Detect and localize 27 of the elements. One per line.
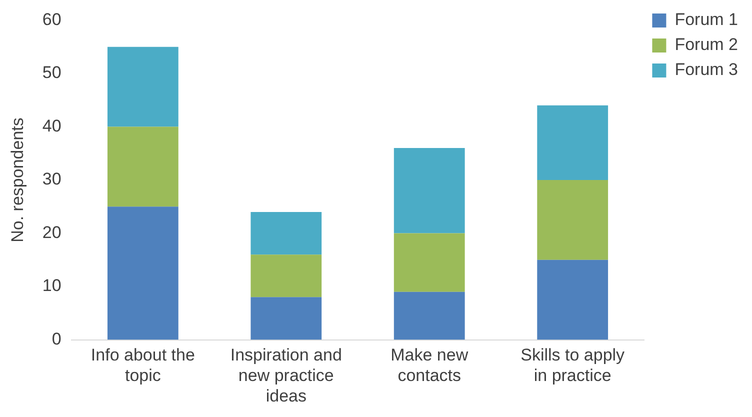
bar — [107, 206, 178, 340]
legend-label: Forum 2 — [674, 35, 738, 54]
y-tick-label: 30 — [42, 170, 62, 189]
x-tick-label: Make new contacts — [390, 346, 469, 386]
bar — [537, 180, 608, 260]
bar — [394, 292, 465, 340]
y-axis-title: No. respondents — [8, 118, 27, 242]
legend-label: Forum 3 — [674, 60, 738, 80]
bar — [394, 233, 465, 292]
y-tick-label: 60 — [42, 10, 62, 29]
y-tick-label: 20 — [42, 222, 62, 242]
y-tick-label: 0 — [52, 329, 62, 348]
bar — [250, 297, 322, 340]
bar — [250, 212, 322, 255]
y-tick-label: 50 — [42, 63, 62, 82]
bar — [537, 260, 608, 340]
y-tick-label: 40 — [42, 116, 62, 136]
legend-label: Forum 1 — [674, 10, 738, 30]
x-tick-label: Info about the topic — [90, 346, 195, 386]
x-tick-label: Skills to apply in practice — [520, 346, 626, 386]
bar — [537, 105, 608, 180]
bar — [107, 46, 178, 127]
x-tick-label: Inspiration and new practice ideas — [230, 346, 342, 406]
bar — [107, 126, 178, 207]
bar — [250, 254, 322, 298]
y-tick-label: 10 — [42, 276, 62, 296]
bar — [394, 148, 465, 234]
